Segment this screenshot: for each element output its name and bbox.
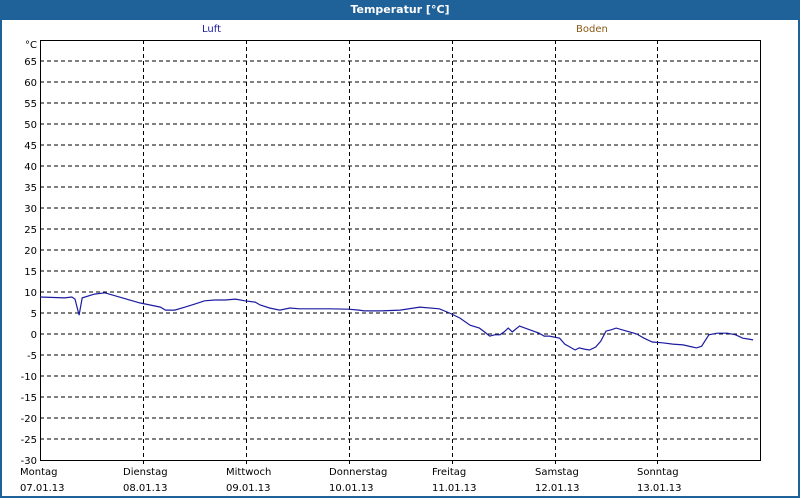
y-tick-label: 55	[24, 99, 37, 110]
x-tick-label: Montag 07.01.13	[20, 465, 65, 497]
y-tick-label: 60	[24, 78, 37, 89]
y-tick-label: -5	[27, 351, 37, 362]
x-tick-day: Donnerstag	[329, 467, 388, 478]
x-tick-day: Samstag	[535, 467, 579, 478]
x-tick-date: 12.01.13	[535, 483, 580, 494]
y-tick-label: 45	[24, 141, 37, 152]
chart-title: Temperatur [°C]	[0, 0, 800, 20]
x-tick-day: Mittwoch	[226, 467, 272, 478]
x-tick-date: 07.01.13	[20, 483, 65, 494]
legend-boden[interactable]: Boden	[576, 24, 608, 35]
series-line-luft	[39, 292, 754, 351]
y-tick-label: 10	[24, 288, 37, 299]
x-tick-label: Mittwoch 09.01.13	[226, 465, 271, 497]
y-tick-label: 5	[31, 309, 37, 320]
y-tick-label: 50	[24, 120, 37, 131]
y-tick-label: -20	[21, 414, 37, 425]
y-tick-label: 0	[31, 330, 37, 341]
x-tick-label: Dienstag 08.01.13	[123, 465, 168, 497]
x-tick-date: 11.01.13	[432, 483, 477, 494]
y-tick-label: 20	[24, 246, 37, 257]
x-tick-day: Sonntag	[637, 467, 679, 478]
y-tick-label: 30	[24, 204, 37, 215]
x-tick-date: 08.01.13	[123, 483, 168, 494]
x-tick-day: Freitag	[432, 467, 467, 478]
y-tick-label: -25	[21, 435, 37, 446]
x-tick-day: Dienstag	[123, 467, 168, 478]
x-tick-label: Samstag 12.01.13	[535, 465, 580, 497]
legend-luft[interactable]: Luft	[202, 24, 221, 35]
x-tick-label: Donnerstag 10.01.13	[329, 465, 387, 497]
y-tick-label: -30	[21, 456, 37, 467]
y-tick-label: 15	[24, 267, 37, 278]
y-tick-label: -15	[21, 393, 37, 404]
plot-border	[40, 40, 761, 461]
y-tick-label: 25	[24, 225, 37, 236]
x-tick-date: 13.01.13	[637, 483, 682, 494]
y-tick-label: 40	[24, 162, 37, 173]
y-tick-label: 65	[24, 57, 37, 68]
x-tick-day: Montag	[20, 467, 58, 478]
x-tick-label: Sonntag 13.01.13	[637, 465, 682, 497]
y-tick-label: 35	[24, 183, 37, 194]
x-tick-label: Freitag 11.01.13	[432, 465, 477, 497]
y-axis-unit: °C	[25, 40, 37, 51]
x-tick-date: 10.01.13	[329, 483, 374, 494]
x-tick-date: 09.01.13	[226, 483, 271, 494]
y-tick-label: -10	[21, 372, 37, 383]
